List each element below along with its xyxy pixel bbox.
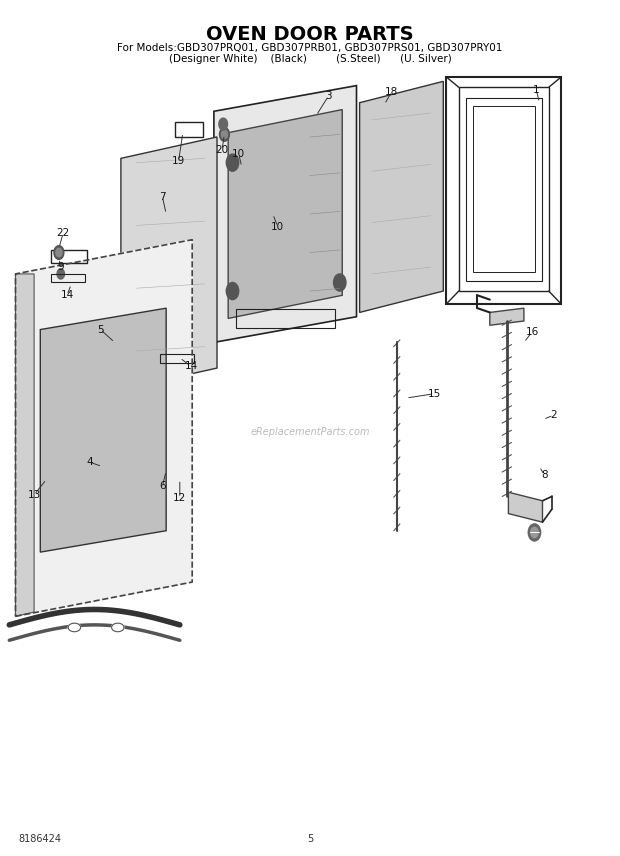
Text: 10: 10 xyxy=(271,222,285,232)
Bar xyxy=(473,106,535,272)
Circle shape xyxy=(334,274,346,291)
Text: OVEN DOOR PARTS: OVEN DOOR PARTS xyxy=(206,25,414,44)
Bar xyxy=(446,77,561,304)
Text: 20: 20 xyxy=(215,145,229,155)
Ellipse shape xyxy=(112,623,124,632)
Text: 4: 4 xyxy=(87,457,93,467)
Text: For Models:GBD307PRQ01, GBD307PRB01, GBD307PRS01, GBD307PRY01: For Models:GBD307PRQ01, GBD307PRB01, GBD… xyxy=(117,43,503,53)
Bar xyxy=(51,250,87,263)
Circle shape xyxy=(57,269,64,279)
Bar xyxy=(175,122,203,137)
Text: 3: 3 xyxy=(326,91,332,101)
Circle shape xyxy=(226,154,239,171)
Text: 12: 12 xyxy=(173,493,187,503)
Circle shape xyxy=(226,282,239,300)
Text: 16: 16 xyxy=(525,327,539,337)
Text: 10: 10 xyxy=(232,149,246,159)
Ellipse shape xyxy=(68,623,81,632)
Text: 14: 14 xyxy=(60,290,74,300)
Text: 19: 19 xyxy=(172,156,185,166)
Text: (Designer White)    (Black)         (S.Steel)      (U. Silver): (Designer White) (Black) (S.Steel) (U. S… xyxy=(169,54,451,64)
Text: 8: 8 xyxy=(541,470,547,480)
Text: 5: 5 xyxy=(97,324,104,335)
Bar xyxy=(51,274,85,282)
Text: 6: 6 xyxy=(159,481,166,491)
Circle shape xyxy=(56,248,62,257)
Bar xyxy=(160,354,194,363)
Polygon shape xyxy=(40,308,166,552)
Text: 18: 18 xyxy=(385,86,399,97)
Polygon shape xyxy=(121,137,217,389)
Text: 22: 22 xyxy=(56,228,70,238)
Polygon shape xyxy=(508,492,542,522)
Polygon shape xyxy=(214,86,356,342)
Polygon shape xyxy=(360,81,443,312)
Polygon shape xyxy=(228,110,342,318)
Circle shape xyxy=(221,130,228,139)
Text: 15: 15 xyxy=(427,389,441,399)
Polygon shape xyxy=(16,240,192,616)
Circle shape xyxy=(531,527,538,538)
Text: 9: 9 xyxy=(58,262,64,272)
Text: 7: 7 xyxy=(159,192,166,202)
Text: 13: 13 xyxy=(27,490,41,500)
Text: 14: 14 xyxy=(184,361,198,372)
Bar xyxy=(466,98,542,281)
Text: 1: 1 xyxy=(533,85,539,95)
Bar xyxy=(459,87,549,291)
Text: 2: 2 xyxy=(551,410,557,420)
Circle shape xyxy=(54,246,64,259)
Bar xyxy=(236,309,335,328)
Circle shape xyxy=(219,128,229,141)
Text: 5: 5 xyxy=(307,834,313,844)
Polygon shape xyxy=(490,308,524,325)
Polygon shape xyxy=(16,274,34,616)
Circle shape xyxy=(219,118,228,130)
Text: 8186424: 8186424 xyxy=(19,834,61,844)
Circle shape xyxy=(528,524,541,541)
Text: eReplacementParts.com: eReplacementParts.com xyxy=(250,427,370,437)
